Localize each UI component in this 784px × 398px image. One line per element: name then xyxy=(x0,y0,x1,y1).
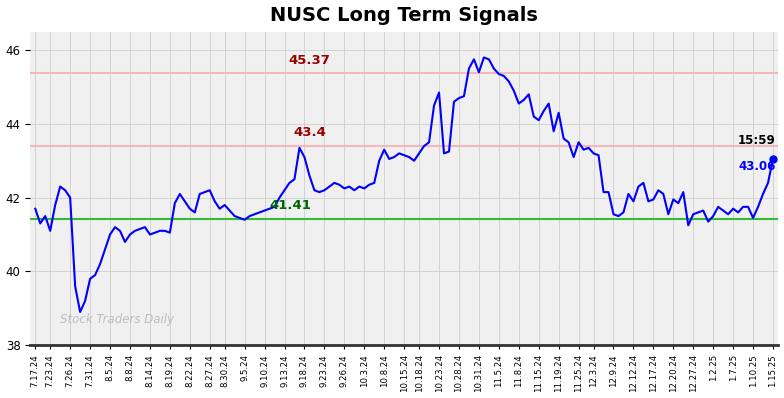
Text: Stock Traders Daily: Stock Traders Daily xyxy=(60,313,174,326)
Text: 15:59: 15:59 xyxy=(738,135,775,148)
Text: 45.37: 45.37 xyxy=(289,54,330,67)
Text: 41.41: 41.41 xyxy=(270,199,311,213)
Text: 43.4: 43.4 xyxy=(293,126,326,139)
Title: NUSC Long Term Signals: NUSC Long Term Signals xyxy=(270,6,538,25)
Text: 43.06: 43.06 xyxy=(738,160,775,174)
